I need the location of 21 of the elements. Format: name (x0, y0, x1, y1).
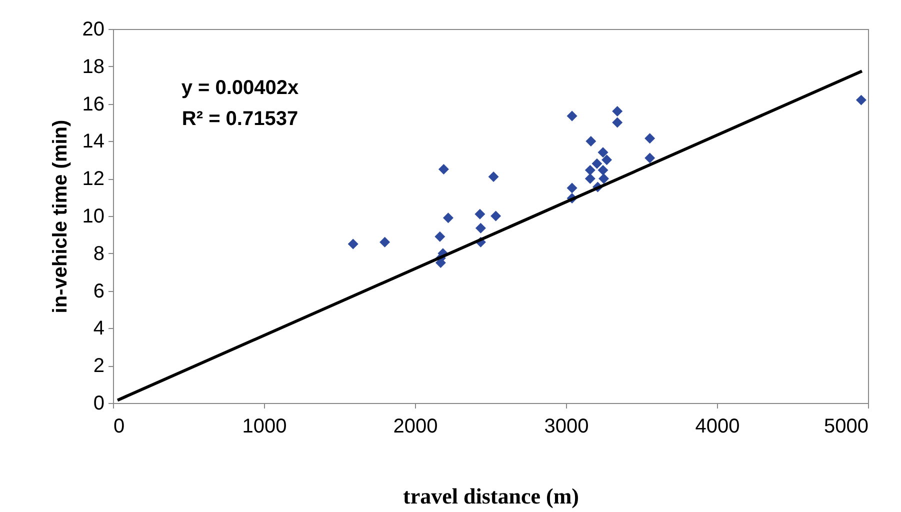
x-tick-label: 4000 (695, 416, 740, 438)
y-tick-label: 12 (82, 168, 104, 190)
x-tick-label: 5000 (824, 416, 868, 438)
x-tick-label: 2000 (393, 416, 438, 438)
y-tick-label: 20 (82, 18, 104, 40)
y-tick-label: 6 (93, 280, 104, 302)
y-tick-label: 8 (93, 242, 104, 265)
y-tick-label: 16 (82, 93, 104, 116)
x-axis-title: travel distance (m) (403, 484, 579, 508)
x-tick-label: 3000 (544, 416, 589, 438)
annotation: y = 0.00402x (181, 77, 299, 99)
y-tick-label: 2 (93, 355, 104, 378)
y-tick-label: 18 (82, 56, 104, 78)
x-tick-label: 1000 (242, 416, 287, 438)
annotation: R² = 0.71537 (182, 108, 298, 130)
y-tick-label: 0 (93, 392, 104, 414)
y-axis-title: in-vehicle time (min) (49, 120, 72, 314)
y-tick-label: 14 (82, 130, 104, 153)
x-tick-label: 0 (114, 416, 125, 438)
y-tick-label: 4 (93, 318, 104, 340)
y-tick-label: 10 (82, 206, 104, 228)
